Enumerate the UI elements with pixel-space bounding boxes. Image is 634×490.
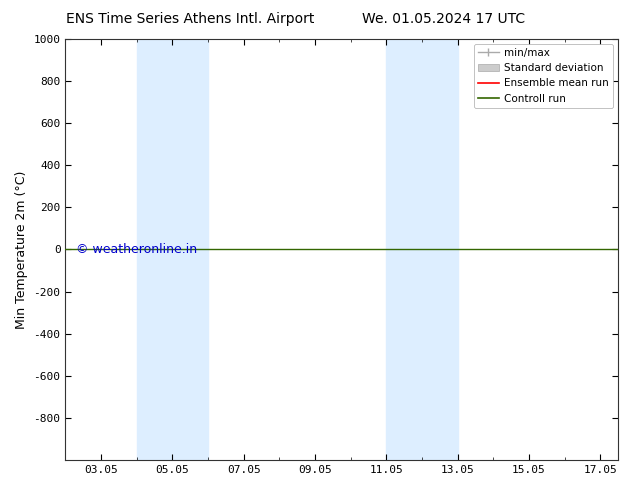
Text: ENS Time Series Athens Intl. Airport: ENS Time Series Athens Intl. Airport	[66, 12, 314, 26]
Bar	[137, 39, 208, 460]
Text: © weatheronline.in: © weatheronline.in	[77, 243, 198, 256]
Text: We. 01.05.2024 17 UTC: We. 01.05.2024 17 UTC	[362, 12, 526, 26]
Y-axis label: Min Temperature 2m (°C): Min Temperature 2m (°C)	[15, 170, 28, 329]
Bar	[422, 39, 458, 460]
Bar	[386, 39, 422, 460]
Legend: min/max, Standard deviation, Ensemble mean run, Controll run: min/max, Standard deviation, Ensemble me…	[474, 44, 613, 108]
